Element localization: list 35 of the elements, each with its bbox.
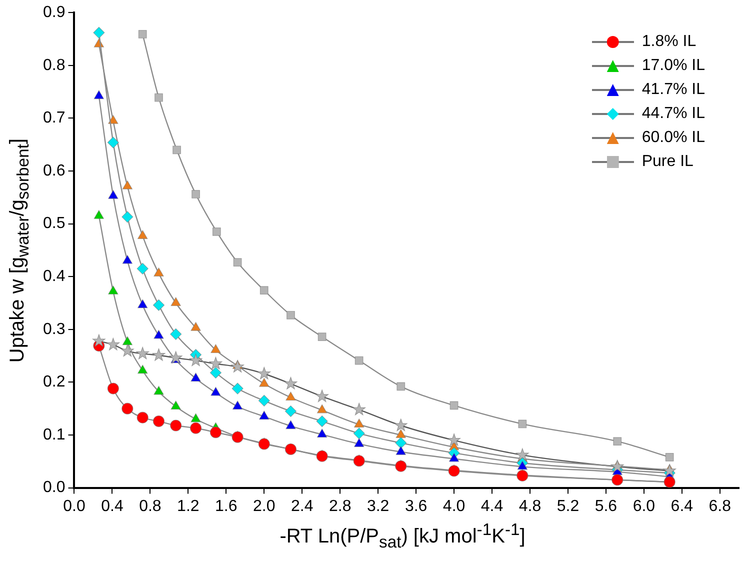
x-tick-label: 0.0 — [63, 498, 86, 515]
x-tick-label: 4.0 — [442, 498, 466, 515]
legend-label: 1.8% IL — [642, 32, 696, 52]
legend-label: Pure IL — [642, 152, 694, 172]
x-tick-label: 2.8 — [328, 498, 352, 515]
x-tick-label: 2.4 — [291, 498, 314, 515]
y-tick-label: 0.0 — [42, 479, 66, 496]
x-axis-title: -RT Ln(P/P$_{sat}$) [kJ mol$^{-1}$K$^{-1}$] — [278, 520, 526, 553]
x-tick-label: 2.0 — [253, 498, 276, 515]
y-tick-label: 0.3 — [42, 320, 66, 338]
legend-label: 17.0% IL — [642, 56, 705, 76]
y-tick-label: 0.1 — [42, 426, 66, 444]
x-tick-label: 6.0 — [632, 498, 656, 515]
x-tick-label: 5.6 — [594, 498, 618, 515]
x-tick-label: 3.6 — [404, 498, 428, 515]
y-tick-label: 0.4 — [42, 268, 66, 286]
x-tick-label: 0.8 — [139, 498, 162, 515]
y-tick-label: 0.6 — [42, 162, 66, 180]
x-tick-label: 5.2 — [556, 498, 580, 515]
legend-label: 44.7% IL — [642, 104, 705, 124]
legend-label: 41.7% IL — [642, 80, 705, 100]
y-tick-label: 0.2 — [42, 374, 66, 391]
x-tick-label: 6.4 — [670, 498, 694, 515]
y-tick-label: 0.9 — [42, 4, 66, 22]
y-tick-label: 0.7 — [42, 110, 66, 127]
x-tick-label: 6.8 — [708, 498, 732, 515]
x-tick-label: 1.2 — [177, 498, 200, 515]
x-tick-label: 3.2 — [366, 498, 390, 515]
x-tick-label: 1.6 — [215, 498, 238, 515]
y-tick-label: 0.8 — [42, 56, 66, 74]
legend-label: 60.0% IL — [642, 128, 705, 148]
y-tick-label: 0.5 — [42, 215, 66, 232]
x-tick-label: 4.4 — [480, 498, 504, 515]
x-tick-label: 4.8 — [518, 498, 542, 515]
x-tick-label: 0.4 — [101, 498, 124, 515]
